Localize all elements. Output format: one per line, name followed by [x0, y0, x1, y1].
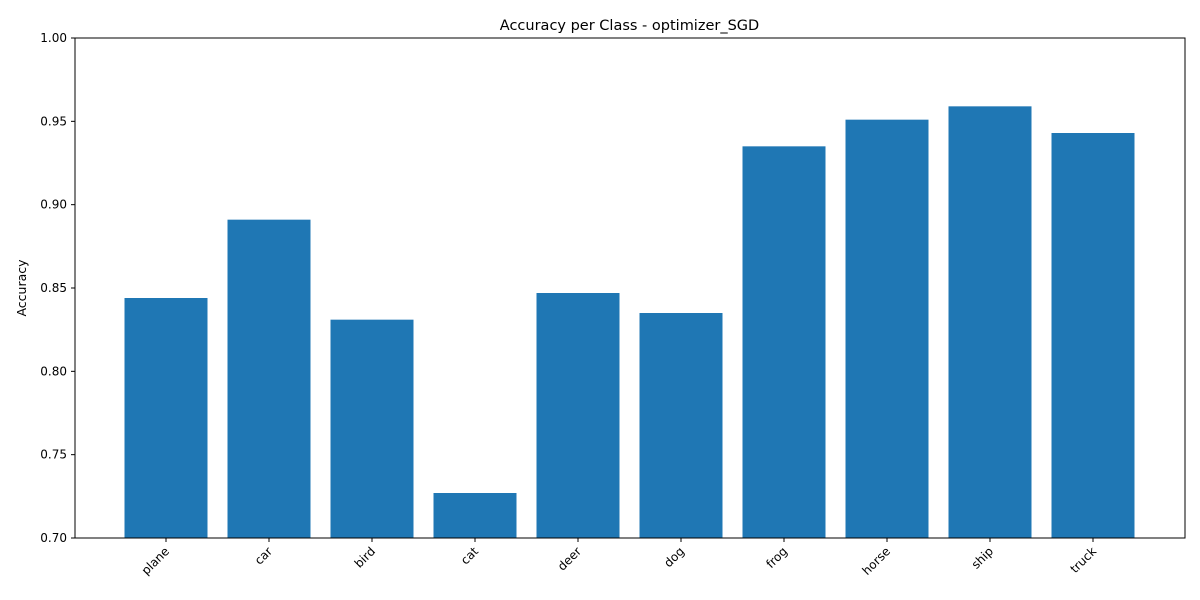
bar-truck [1051, 133, 1135, 538]
x-tick-label-truck: truck [1067, 544, 1099, 576]
plot-frame [74, 37, 1186, 539]
bar-dog [639, 313, 723, 538]
y-tick-label: 0.75 [40, 448, 67, 462]
chart-title: Accuracy per Class - optimizer_SGD [500, 18, 759, 34]
y-axis-label: Accuracy [14, 259, 29, 317]
bars-group [124, 106, 1135, 539]
y-tick-label: 0.80 [40, 364, 67, 378]
bar-ship [948, 106, 1032, 538]
x-tick-label-plane: plane [139, 544, 172, 577]
bar-horse [845, 119, 929, 539]
bar-plane [124, 298, 208, 538]
x-tick-label-horse: horse [860, 544, 894, 578]
bar-deer [536, 293, 620, 538]
x-tick-label-cat: cat [458, 544, 481, 567]
y-tick-label: 1.00 [40, 31, 67, 45]
bar-car [227, 219, 311, 538]
x-tick-label-frog: frog [763, 544, 790, 571]
y-tick-label: 0.85 [40, 281, 67, 295]
x-tick-label-car: car [252, 544, 275, 567]
x-axis: plane car bird cat deer dog frog horse ship truck [139, 538, 1099, 578]
x-tick-label-bird: bird [352, 544, 378, 570]
x-tick-label-ship: ship [969, 544, 996, 571]
y-tick-label: 0.90 [40, 198, 67, 212]
x-tick-label-dog: dog [661, 544, 687, 570]
y-tick-label: 0.95 [40, 114, 67, 128]
bar-cat [433, 493, 517, 538]
y-tick-label: 0.70 [40, 531, 67, 545]
bar-bird [330, 319, 414, 538]
bar-frog [742, 146, 826, 539]
y-axis: 0.70 0.75 0.80 0.85 0.90 0.95 1.00 [40, 31, 75, 545]
x-tick-label-deer: deer [555, 544, 584, 573]
